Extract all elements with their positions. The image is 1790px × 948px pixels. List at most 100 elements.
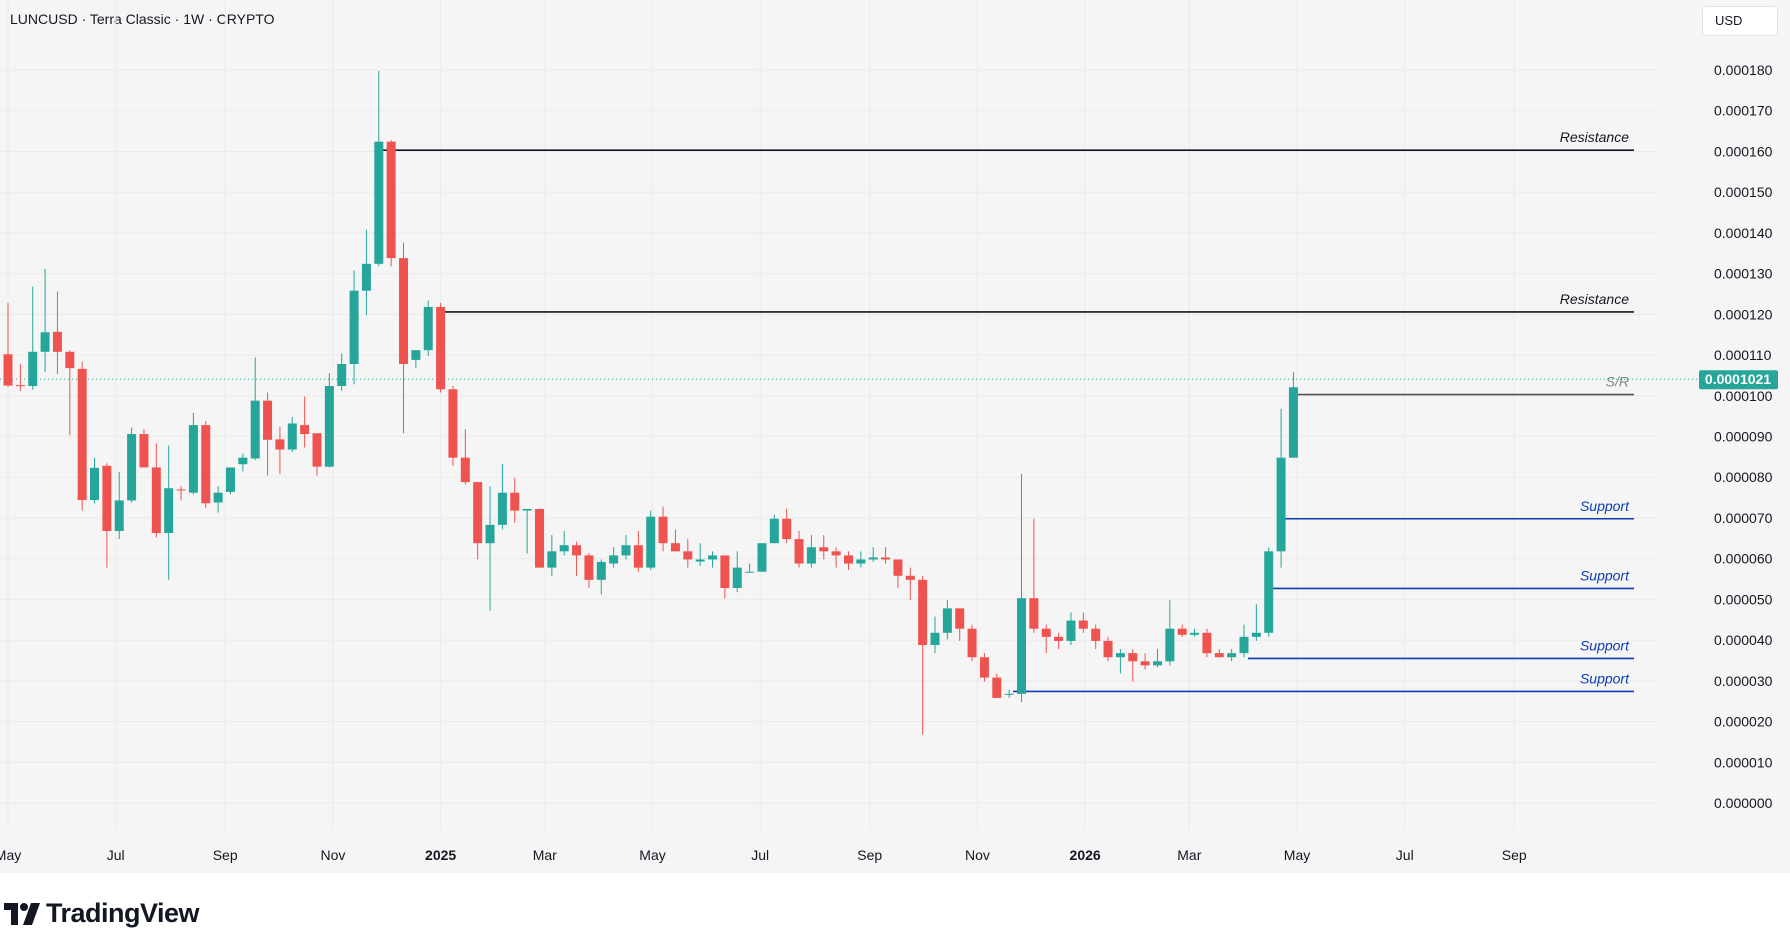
candle-body (1202, 632, 1212, 654)
candle (1103, 636, 1113, 662)
level-support: Support (1285, 498, 1634, 520)
candle-body (942, 608, 952, 633)
candle-body (213, 492, 223, 503)
candle-body (399, 258, 409, 365)
candle (213, 486, 223, 513)
candle-body (448, 389, 458, 458)
currency-selector[interactable]: USD (1702, 6, 1778, 36)
x-tick-label: Sep (857, 847, 882, 863)
candle-body (374, 141, 384, 264)
candle-body (732, 567, 742, 588)
level-label: Support (1580, 498, 1630, 514)
candle-body (1103, 640, 1113, 658)
candle (670, 529, 680, 552)
candle (238, 453, 248, 472)
candlestick-chart[interactable]: Resistance Resistance S/R Support Support Sup… (0, 0, 1790, 873)
x-tick-label: May (0, 847, 21, 863)
candle-body (720, 555, 730, 588)
candle (1251, 604, 1261, 641)
candle (1202, 628, 1212, 658)
candle-body (114, 500, 124, 531)
candle-body (918, 579, 928, 645)
candle-body (263, 400, 273, 440)
y-tick-label: 0.000140 (1714, 225, 1773, 241)
candle-body (1276, 457, 1286, 552)
candle-body (967, 628, 977, 658)
candle-body (1091, 628, 1101, 641)
candle (547, 535, 557, 576)
candle-body (423, 307, 433, 351)
candle (1017, 473, 1027, 703)
candle (905, 567, 915, 601)
candle (683, 539, 693, 568)
candle (806, 535, 816, 568)
y-tick-label: 0.000170 (1714, 103, 1773, 119)
candle (1115, 649, 1125, 674)
x-tick-label: May (639, 847, 665, 863)
candle (1128, 649, 1138, 682)
level-sr: S/R (1297, 374, 1634, 396)
candle (1165, 600, 1175, 666)
candle (40, 268, 50, 373)
candle-body (1004, 693, 1014, 695)
candle-body (15, 385, 25, 387)
candle (460, 429, 470, 485)
level-label: Support (1580, 670, 1630, 686)
y-tick-label: 0.000160 (1714, 143, 1773, 159)
candle (1214, 649, 1224, 658)
candle-body (1152, 661, 1162, 666)
candle-body (1239, 636, 1249, 654)
candle-body (534, 508, 544, 568)
y-tick-label: 0.000050 (1714, 591, 1773, 607)
candle-body (819, 547, 829, 552)
y-tick-label: 0.000080 (1714, 469, 1773, 485)
candle (77, 361, 87, 511)
candle-body (337, 364, 347, 387)
candle-body (856, 559, 866, 564)
candle-body (769, 518, 779, 544)
candle-body (708, 555, 718, 560)
candle-body (893, 559, 903, 576)
candle (881, 547, 891, 564)
candle-body (1115, 653, 1125, 658)
candle (918, 575, 928, 735)
candle-body (683, 551, 693, 560)
x-tick-label: Mar (533, 847, 557, 863)
time-axis: May Jul Sep Nov 2025 Mar May Jul Sep Nov 2026 Mar Ma… (0, 847, 1527, 863)
candle (732, 551, 742, 593)
candle (1078, 612, 1088, 633)
candle-body (275, 439, 285, 450)
candle-body (201, 425, 211, 504)
candle (868, 547, 878, 562)
candle (275, 426, 285, 474)
y-tick-label: 0.000040 (1714, 632, 1773, 648)
candle (1177, 624, 1187, 637)
candle (633, 530, 643, 572)
level-lines: Resistance Resistance S/R Support Support Sup… (0, 129, 1700, 693)
candle (769, 514, 779, 544)
candle (609, 547, 619, 568)
candle-body (1128, 653, 1138, 662)
candle (164, 445, 174, 580)
candle (955, 608, 965, 641)
candle-body (979, 657, 989, 678)
candle (485, 486, 495, 611)
candle (114, 471, 124, 540)
y-tick-label: 0.000070 (1714, 510, 1773, 526)
tradingview-logo[interactable]: TradingView (4, 898, 200, 929)
candle (374, 70, 384, 267)
y-tick-label: 0.000150 (1714, 184, 1773, 200)
candle-body (992, 677, 1002, 698)
candle (893, 559, 903, 588)
candle (250, 357, 260, 461)
candle-body (868, 557, 878, 560)
candle-body (1041, 628, 1051, 637)
candle (386, 140, 396, 267)
candle-body (460, 457, 470, 483)
candle-body (621, 545, 631, 556)
candle-body (646, 516, 656, 568)
candle-body (139, 434, 149, 468)
candle-body (225, 467, 235, 492)
candles (3, 70, 1298, 735)
candle-body (1177, 628, 1187, 635)
